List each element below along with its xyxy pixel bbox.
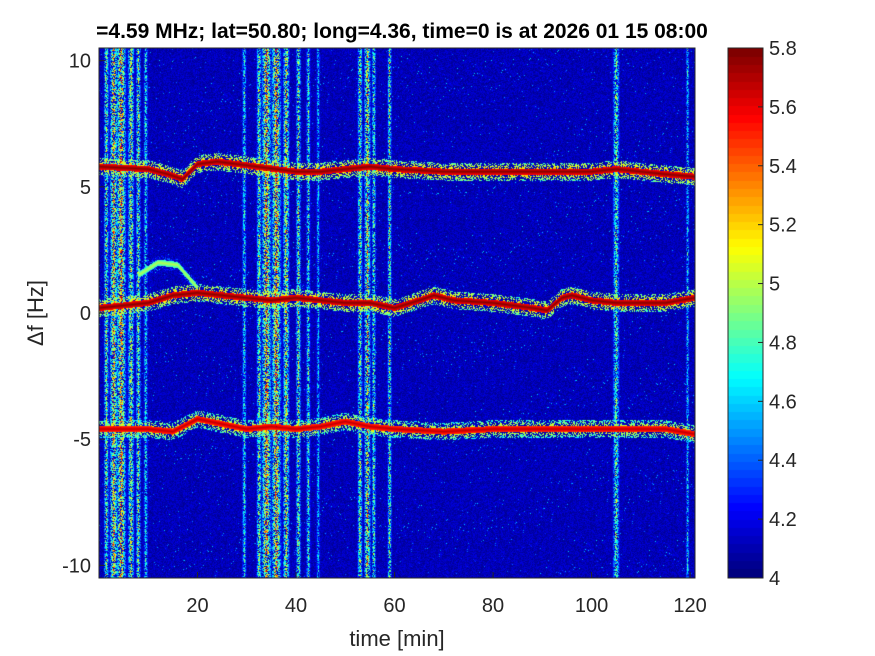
x-axis-label: time [min] [349, 626, 444, 651]
x-tick-label: 80 [482, 595, 504, 617]
y-axis-label: Δf [Hz] [23, 280, 48, 346]
colorbar [728, 48, 763, 578]
x-tick-label: 60 [383, 595, 405, 617]
colorbar-tick-label: 4.6 [769, 391, 797, 413]
colorbar-tick-label: 4.8 [769, 332, 797, 354]
heatmap-image [99, 48, 695, 578]
y-tick-label: -10 [62, 555, 91, 577]
y-tick-label: 0 [80, 303, 91, 325]
colorbar-frame [727, 47, 764, 579]
chart-title: =4.59 MHz; lat=50.80; long=4.36, time=0 … [96, 20, 708, 43]
x-tick-label: 20 [186, 595, 208, 617]
colorbar-tick-label: 5 [769, 274, 780, 296]
y-axis: 10 5 0 -5 -10 [62, 51, 105, 577]
x-tick-label: 100 [575, 595, 608, 617]
x-tick-label: 120 [673, 595, 706, 617]
x-tick-label: 40 [285, 595, 307, 617]
y-tick-label: 10 [69, 51, 91, 73]
colorbar-tick-label: 4 [769, 568, 780, 590]
colorbar-axis: 5.8 5.6 5.4 5.2 5 4.8 4.6 4.4 4.2 4 [758, 38, 797, 590]
colorbar-tick-label: 5.2 [769, 215, 797, 237]
colorbar-tick-label: 4.4 [769, 450, 797, 472]
colorbar-tick-label: 5.4 [769, 156, 797, 178]
colorbar-tick-label: 5.6 [769, 97, 797, 119]
y-tick-label: -5 [73, 429, 91, 451]
y-tick-label: 5 [80, 177, 91, 199]
x-axis: 20 40 60 80 100 120 [186, 572, 707, 617]
colorbar-tick-label: 5.8 [769, 38, 797, 60]
colorbar-tick-label: 4.2 [769, 509, 797, 531]
